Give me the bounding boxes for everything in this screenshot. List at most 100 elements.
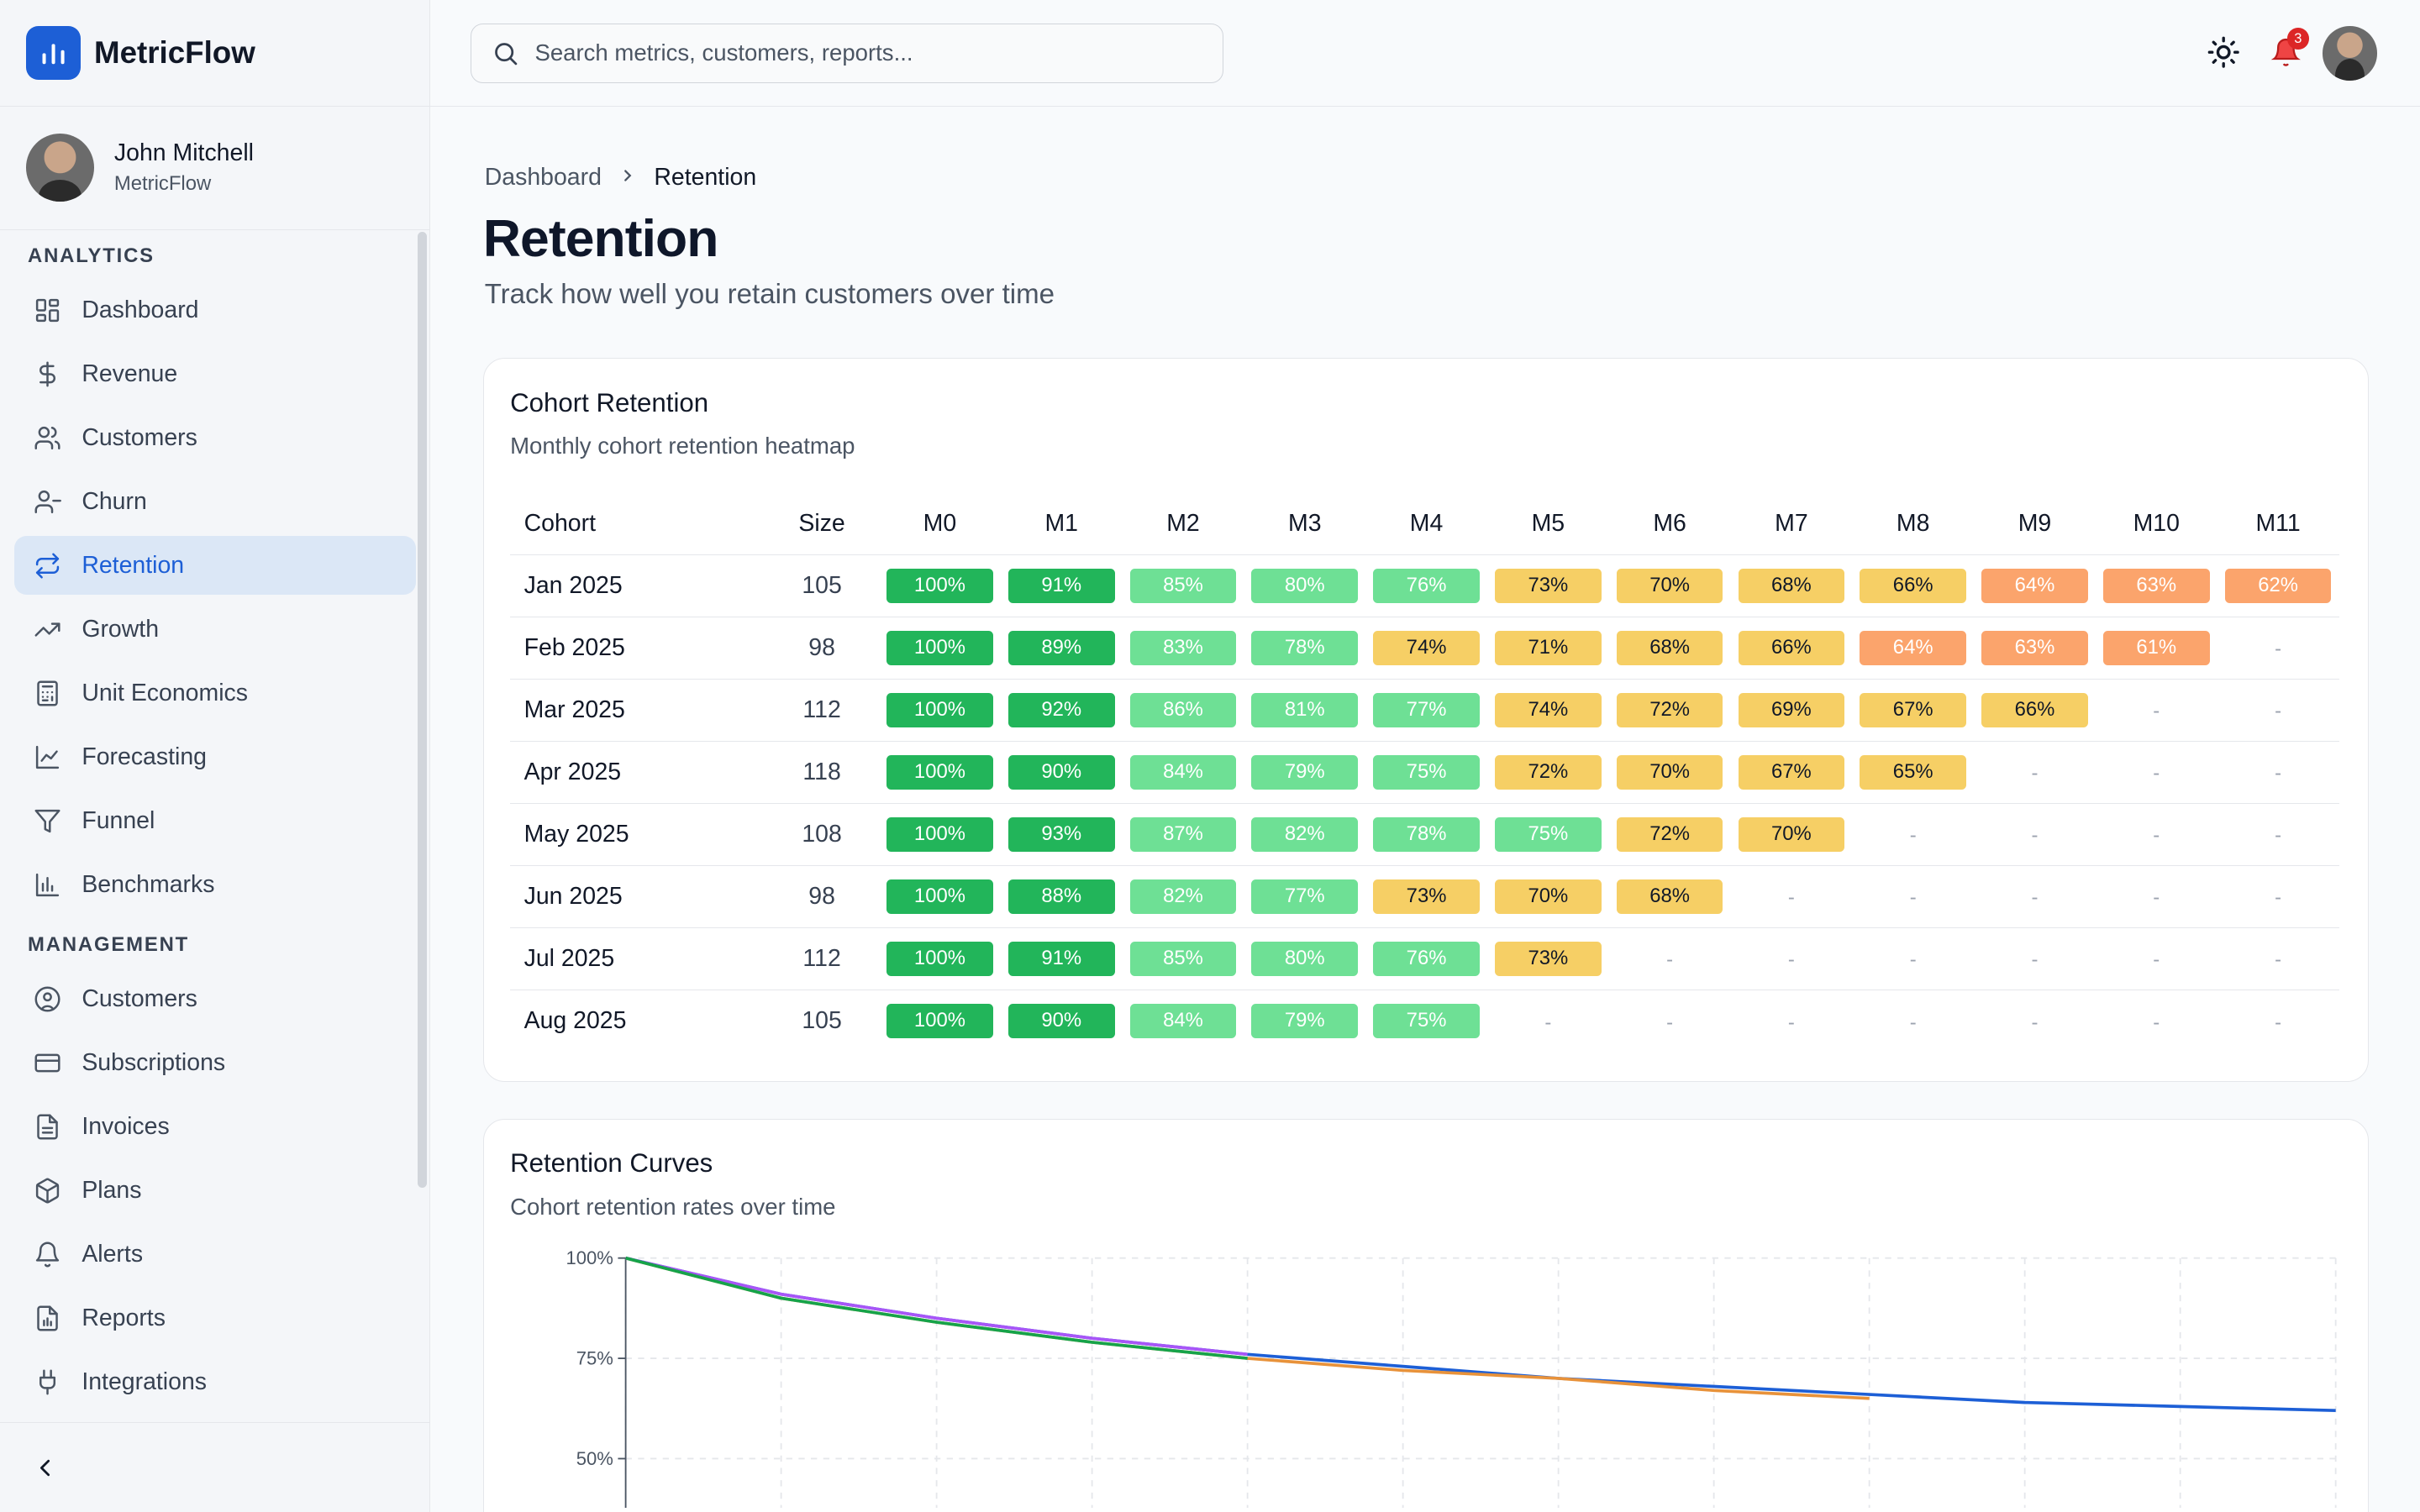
sidebar-item-dashboard[interactable]: Dashboard xyxy=(14,281,416,339)
retention-value: 61% xyxy=(2102,631,2210,665)
heatmap-cell: 73% xyxy=(1365,865,1487,928)
table-row[interactable]: May 2025 108 100% 93% 87% 82% 78% 75% 72% 70% - - - - xyxy=(510,803,2339,866)
heatmap-cell: - xyxy=(1487,990,1609,1052)
retention-value: 75% xyxy=(1373,1004,1480,1038)
sidebar-item-invoices[interactable]: Invoices xyxy=(14,1097,416,1156)
sidebar-item-label: Invoices xyxy=(82,1112,170,1140)
search-input[interactable] xyxy=(534,39,1183,67)
cohort-size: 105 xyxy=(765,554,880,617)
cohort-label: Feb 2025 xyxy=(510,617,765,680)
sidebar-item-forecasting[interactable]: Forecasting xyxy=(14,727,416,786)
main-content: Dashboard Retention Retention Track how … xyxy=(430,107,2420,1512)
plug-icon xyxy=(39,1369,56,1395)
heatmap-cell: 82% xyxy=(1122,865,1244,928)
sidebar-item-churn[interactable]: Churn xyxy=(14,472,416,531)
cohort-size: 112 xyxy=(765,679,880,742)
sidebar-item-benchmarks[interactable]: Benchmarks xyxy=(14,855,416,914)
heatmap-cell: - xyxy=(2217,679,2339,742)
table-row[interactable]: Apr 2025 118 100% 90% 84% 79% 75% 72% 70% 67% 65% -… xyxy=(510,741,2339,804)
sidebar-item-retention[interactable]: Retention xyxy=(13,536,416,596)
retention-value: 75% xyxy=(1373,755,1480,790)
retention-value: 68% xyxy=(1616,631,1723,665)
heatmap-cell: 100% xyxy=(879,679,1001,742)
retention-value: 65% xyxy=(1860,755,1967,790)
search-box[interactable] xyxy=(471,23,1224,84)
sidebar-item-revenue[interactable]: Revenue xyxy=(14,344,416,403)
retention-value: 79% xyxy=(1251,755,1359,790)
retention-value: 78% xyxy=(1373,817,1480,852)
search-icon xyxy=(495,42,518,66)
table-row[interactable]: Jan 2025 105 100% 91% 85% 80% 76% 73% 70% 68% 66% 6… xyxy=(510,554,2339,617)
heatmap-cell: 74% xyxy=(1486,679,1609,742)
sidebar-item-growth[interactable]: Growth xyxy=(14,600,416,659)
y-tick-label: 100% xyxy=(566,1247,613,1268)
heatmap-cell: - xyxy=(1609,990,1731,1052)
empty-cell: - xyxy=(2153,1011,2160,1034)
retention-value: 64% xyxy=(1860,631,1967,665)
notifications-button[interactable]: 3 xyxy=(2267,28,2309,71)
heatmap-cell: 79% xyxy=(1244,990,1365,1052)
sidebar-item-customers[interactable]: Customers xyxy=(14,408,416,467)
heatmap-cell: - xyxy=(1974,865,2096,928)
page-subtitle: Track how well you retain customers over… xyxy=(484,279,1055,311)
empty-cell: - xyxy=(2275,886,2282,910)
heatmap-cell: 80% xyxy=(1244,927,1366,990)
heatmap-cell: - xyxy=(1974,803,2096,866)
heatmap-cell: 61% xyxy=(2095,617,2217,680)
heatmap-cell: 73% xyxy=(1486,554,1609,617)
breadcrumb-dashboard-link[interactable]: Dashboard xyxy=(484,163,602,191)
user-profile[interactable]: John Mitchell MetricFlow xyxy=(0,107,430,230)
theme-toggle-button[interactable] xyxy=(2206,34,2243,71)
card-subtitle: Monthly cohort retention heatmap xyxy=(510,433,855,459)
sidebar-item-subscriptions[interactable]: Subscriptions xyxy=(14,1033,416,1092)
heatmap-cell: - xyxy=(2217,617,2339,680)
column-header-m10: M10 xyxy=(2095,492,2217,555)
table-row[interactable]: Jul 2025 112 100% 91% 85% 80% 76% 73% - - - - - - xyxy=(510,927,2339,990)
sidebar-item-integrations[interactable]: Integrations xyxy=(14,1352,416,1411)
retention-value: 85% xyxy=(1129,569,1237,603)
sidebar-item-alerts[interactable]: Alerts xyxy=(14,1225,416,1284)
retention-value: 69% xyxy=(1738,693,1845,727)
sidebar-item-label: Integrations xyxy=(82,1368,207,1395)
empty-cell: - xyxy=(2153,762,2160,785)
cohort-size: 98 xyxy=(765,865,880,928)
heatmap-cell: 85% xyxy=(1122,554,1244,617)
cohort-heatmap-table: Cohort Size M0 M1 M2 M3 M4 M5 M6 M7 M8 M9 M10 M11 Jan… xyxy=(510,492,2339,1053)
table-row[interactable]: Feb 2025 98 100% 89% 83% 78% 74% 71% 68% 66% 64% 63… xyxy=(510,617,2339,680)
heatmap-cell: 62% xyxy=(2217,554,2339,617)
heatmap-cell: 75% xyxy=(1365,741,1487,804)
profile-avatar[interactable] xyxy=(2323,26,2377,81)
sidebar-scrollbar[interactable] xyxy=(417,231,427,1189)
heatmap-cell: 92% xyxy=(1000,679,1123,742)
empty-cell: - xyxy=(1787,948,1795,972)
line-chart-icon xyxy=(36,745,60,769)
retention-value: 75% xyxy=(1494,817,1602,852)
heatmap-cell: 84% xyxy=(1122,741,1244,804)
sidebar-item-plans[interactable]: Plans xyxy=(14,1161,416,1220)
heatmap-cell: 78% xyxy=(1365,803,1487,866)
heatmap-cell: 100% xyxy=(879,990,1001,1052)
heatmap-cell: - xyxy=(2095,927,2217,990)
heatmap-cell: 72% xyxy=(1608,679,1731,742)
sidebar-item-unit-economics[interactable]: Unit Economics xyxy=(14,664,416,722)
cohort-label: Mar 2025 xyxy=(510,679,765,742)
table-row[interactable]: Aug 2025 105 100% 90% 84% 79% 75% - - - - - - - xyxy=(510,990,2338,1052)
collapse-sidebar-icon[interactable] xyxy=(31,1454,59,1482)
heatmap-cell: 63% xyxy=(2095,554,2217,617)
retention-value: 90% xyxy=(1007,1004,1115,1038)
sidebar-item-funnel[interactable]: Funnel xyxy=(14,791,416,850)
heatmap-cell: - xyxy=(1974,990,2096,1052)
column-header-size: Size xyxy=(765,492,880,555)
sidebar-item-label: Reports xyxy=(82,1304,166,1331)
empty-cell: - xyxy=(2275,824,2282,848)
heatmap-cell: 79% xyxy=(1244,741,1366,804)
table-row[interactable]: Jun 2025 98 100% 88% 82% 77% 73% 70% 68% - - - - - xyxy=(510,865,2339,928)
brand[interactable]: MetricFlow xyxy=(0,0,430,107)
sidebar-item-mgmt-customers[interactable]: Customers xyxy=(14,969,416,1028)
sidebar-item-reports[interactable]: Reports xyxy=(14,1289,416,1347)
retention-value: 100% xyxy=(886,693,993,727)
heatmap-cell: - xyxy=(2217,865,2339,928)
user-org: MetricFlow xyxy=(113,171,212,195)
table-row[interactable]: Mar 2025 112 100% 92% 86% 81% 77% 74% 72% 69% 67% 6… xyxy=(510,679,2339,742)
heatmap-cell: 90% xyxy=(1001,990,1123,1052)
